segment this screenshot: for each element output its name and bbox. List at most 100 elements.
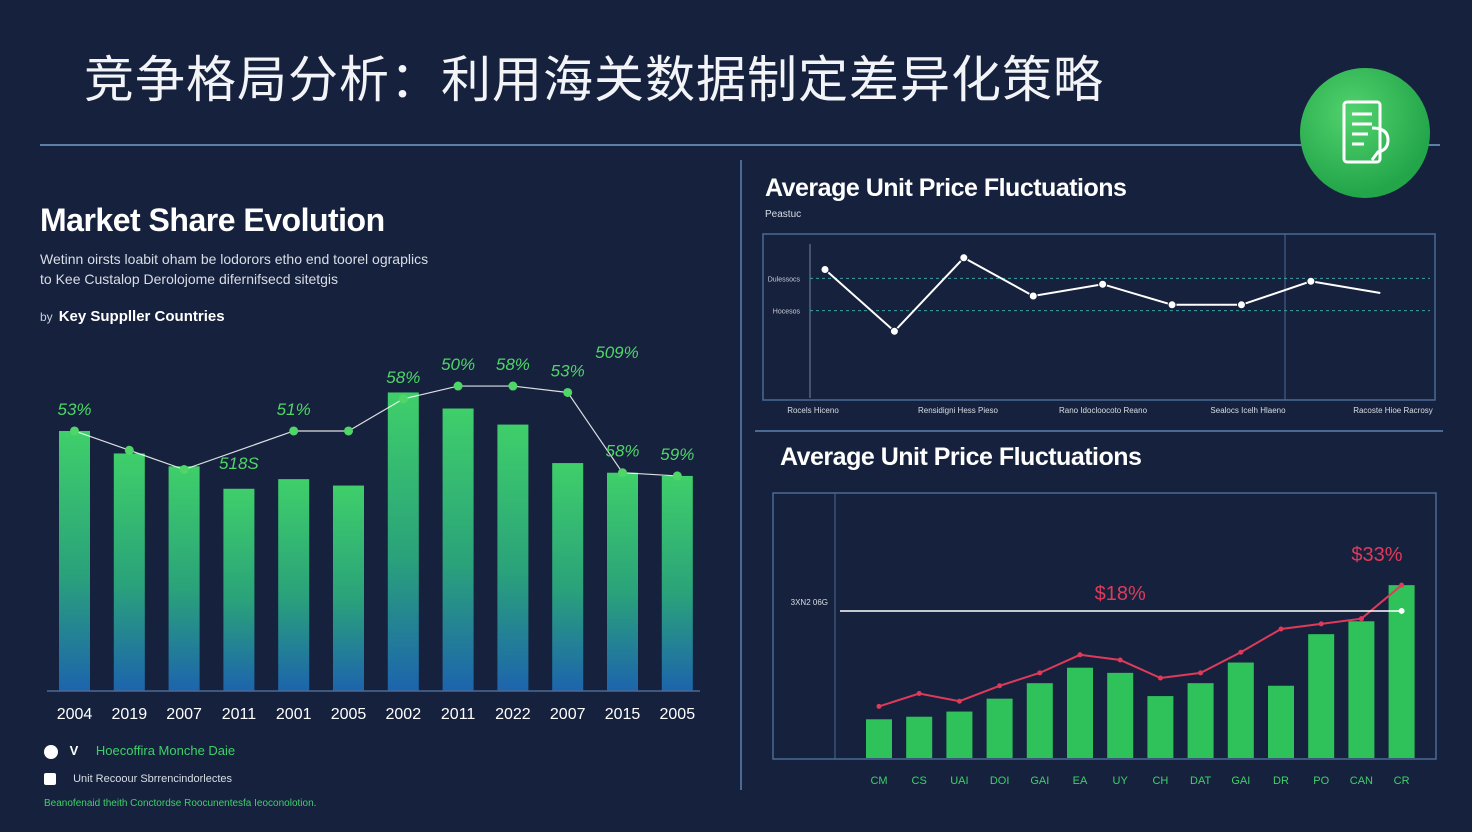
data-label: 58% <box>496 355 530 374</box>
by-prefix: by <box>40 310 53 324</box>
data-point <box>1117 657 1123 663</box>
data-point <box>1318 621 1324 627</box>
header-divider <box>40 144 1440 146</box>
bar <box>661 475 693 691</box>
data-label: 58% <box>386 368 420 387</box>
bar <box>1147 696 1174 758</box>
legend-item-1-text: Hoecoffira Monche Daie <box>95 743 236 758</box>
data-label: 53% <box>551 361 585 380</box>
data-label: 59% <box>660 445 694 464</box>
bar <box>497 424 529 691</box>
bar <box>607 472 638 691</box>
bar <box>1026 683 1053 758</box>
data-point <box>672 471 682 481</box>
data-point <box>453 381 463 391</box>
data-point <box>1037 670 1043 676</box>
bar <box>866 719 892 758</box>
legend-item-1: V Hoecoffira Monche Daie <box>44 743 235 759</box>
bar <box>333 485 364 691</box>
x-tick-label: CAN <box>1350 775 1373 787</box>
series-line <box>878 584 1403 708</box>
x-tick-label: GAI <box>1030 775 1049 787</box>
price-line-chart: Dulessocs Hocesos Rocels Hiceno Rensidigni… <box>762 233 1436 415</box>
data-point <box>344 426 353 436</box>
x-tick-label: 2015 <box>605 706 641 723</box>
panel-divider <box>740 160 742 790</box>
x-tick-label: Rano Idocloocoto Reano <box>1059 406 1148 415</box>
data-point <box>70 426 79 436</box>
x-tick-label: PO <box>1313 775 1329 787</box>
bar <box>1348 621 1375 758</box>
x-tick-label: 2011 <box>441 706 476 723</box>
x-tick-label: 2011 <box>222 706 257 723</box>
data-point <box>1157 675 1163 681</box>
price-fluctuation-title-top: Average Unit Price Fluctuations <box>765 174 1127 202</box>
bar <box>1268 685 1294 758</box>
x-tick-label: 2001 <box>276 706 312 723</box>
data-label: 58% <box>605 442 639 461</box>
x-tick-label: Rensidigni Hess Pieso <box>918 406 999 415</box>
bar <box>1227 662 1254 758</box>
data-point <box>508 381 518 391</box>
data-point <box>618 468 627 478</box>
x-tick-label: DOI <box>990 775 1010 787</box>
price-fluctuation-subtitle: Peastuc <box>765 209 802 220</box>
data-point <box>916 691 922 696</box>
data-point <box>1278 626 1284 632</box>
data-point <box>1028 291 1038 301</box>
legend-item-1-letter: V <box>69 743 79 758</box>
bar <box>113 453 145 691</box>
market-share-chart: 53% 518S 51% 58% 50% 58% 53% 58% 59% 509% 2004 201… <box>47 343 700 723</box>
callout-label: $33% <box>1351 544 1402 566</box>
x-tick-label: CR <box>1394 775 1410 787</box>
bar <box>906 716 933 758</box>
data-point <box>563 387 573 397</box>
x-tick-label: 2002 <box>386 706 422 723</box>
bar <box>1308 634 1335 758</box>
data-point <box>1306 276 1316 286</box>
legend-item-2-text: Unit Recoour Sbrrencindorlectes <box>73 773 233 785</box>
data-point <box>1167 300 1177 310</box>
data-point <box>1198 670 1204 676</box>
bar <box>1388 585 1415 758</box>
data-point <box>1398 607 1405 614</box>
x-tick-label: UY <box>1113 775 1129 787</box>
data-label: 51% <box>277 400 311 419</box>
page-title: 竞争格局分析：利用海关数据制定差异化策略 <box>84 51 1104 109</box>
bar <box>442 408 474 691</box>
data-label: 509% <box>595 343 638 362</box>
data-point <box>889 326 899 336</box>
bar <box>552 463 584 691</box>
document-icon <box>1300 68 1430 198</box>
data-point <box>124 445 134 455</box>
x-tick-label: 2007 <box>166 706 202 723</box>
x-tick-label: GAI <box>1231 775 1250 787</box>
data-point <box>959 253 969 263</box>
x-tick-label: 2022 <box>495 706 531 723</box>
price-bar-chart: 3XN2 06G $18% $33% CM CS UAI DOI GAI EA UY CH DAT… <box>772 492 1437 787</box>
x-tick-label: 2005 <box>660 706 696 723</box>
bar <box>1067 667 1093 758</box>
x-tick-label: Racoste Hioe Racrosy <box>1353 406 1433 415</box>
data-label: 50% <box>441 355 475 374</box>
data-point <box>820 265 830 275</box>
bar <box>59 430 90 691</box>
x-tick-label: Sealocs Icelh Hlaeno <box>1210 406 1286 415</box>
data-point <box>1358 616 1364 622</box>
bar <box>223 488 255 691</box>
data-label: 518S <box>219 454 259 473</box>
bar <box>986 698 1013 758</box>
data-point <box>1238 649 1244 655</box>
x-tick-label: 2007 <box>550 706 586 723</box>
data-point <box>956 698 962 704</box>
data-point <box>179 465 189 475</box>
market-share-title: Market Share Evolution <box>40 202 385 238</box>
data-label: 53% <box>57 400 91 419</box>
series-line <box>824 256 1381 333</box>
y-tick-label: Dulessocs <box>768 276 801 283</box>
price-fluctuation-title-bottom: Average Unit Price Fluctuations <box>780 443 1142 471</box>
x-tick-label: 2004 <box>57 706 93 723</box>
by-supplier-text: Key Suppller Countries <box>58 308 225 325</box>
left-subtitle-line2: to Kee Custalop Derolojome difernifsecd … <box>40 271 339 287</box>
bar <box>946 711 973 758</box>
